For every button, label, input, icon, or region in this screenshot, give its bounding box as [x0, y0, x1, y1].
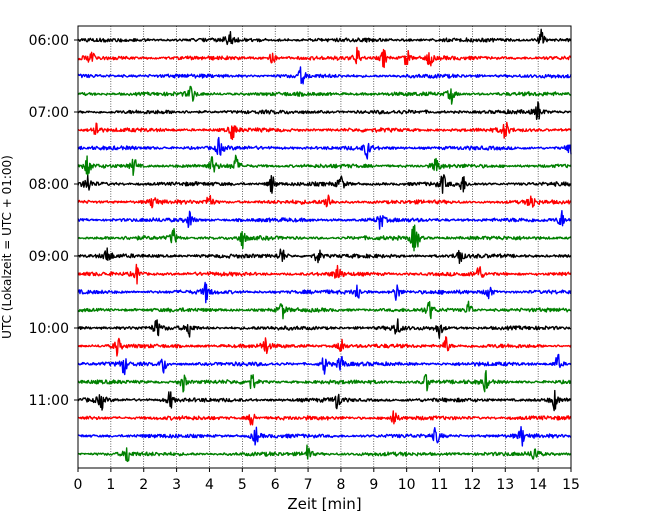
- seismogram-trace: [77, 263, 572, 285]
- x-tick-label: 1: [106, 477, 115, 493]
- x-tick-label: 10: [398, 477, 416, 493]
- seismogram-trace: [77, 28, 572, 46]
- grid-lines: [110, 26, 539, 468]
- x-tick-label: 6: [271, 477, 280, 493]
- seismogram-trace: [77, 136, 572, 160]
- seismogram-trace: [77, 353, 572, 376]
- x-tick-label: 2: [139, 477, 148, 493]
- x-tick-label: 4: [205, 477, 214, 493]
- seismogram-trace: [77, 410, 572, 426]
- y-axis-ticks: 06:00 07:00 08:00 09:00 10:00 11:00: [29, 33, 78, 409]
- y-tick-label: 11:00: [29, 393, 69, 409]
- x-axis-title: Zeit [min]: [287, 495, 361, 513]
- seismogram-trace: [77, 247, 572, 264]
- y-tick-label: 08:00: [29, 177, 69, 193]
- seismogram-trace: [77, 46, 572, 69]
- seismogram-trace: [77, 174, 572, 194]
- seismogram-trace: [77, 336, 572, 357]
- y-tick-label: 07:00: [29, 105, 69, 121]
- x-tick-label: 15: [562, 477, 580, 493]
- y-axis-title: UTC (Lokalzeit = UTC + 01:00): [0, 155, 14, 339]
- seismogram-trace: [77, 209, 572, 230]
- x-tick-label: 8: [336, 477, 345, 493]
- y-tick-label: 09:00: [29, 249, 69, 265]
- y-tick-label: 06:00: [29, 33, 69, 49]
- x-tick-label: 14: [529, 477, 547, 493]
- plot-frame: [77, 25, 572, 469]
- x-tick-label: 5: [238, 477, 247, 493]
- x-tick-label: 9: [369, 477, 378, 493]
- seismogram-trace: [77, 281, 572, 304]
- seismogram-trace: [77, 154, 572, 177]
- x-tick-label: 0: [74, 477, 83, 493]
- seismogram-trace: [77, 121, 572, 141]
- seismogram-trace: [77, 318, 572, 339]
- seismogram-trace: [77, 101, 572, 121]
- y-tick-label: 10:00: [29, 321, 69, 337]
- seismogram-trace: [77, 66, 572, 85]
- x-tick-label: 12: [463, 477, 481, 493]
- seismogram-trace: [77, 389, 572, 412]
- seismogram-trace: [77, 444, 572, 463]
- seismogram-trace: [77, 300, 572, 320]
- seismogram-trace: [77, 425, 572, 447]
- seismogram-trace: [77, 224, 572, 252]
- x-tick-label: 3: [172, 477, 181, 493]
- seismogram-traces: [77, 28, 572, 463]
- seismogram-trace: [77, 370, 572, 393]
- x-axis-ticks: 0 1 2 3 4 5 6 7 8 9 10 11 12 13 14 15: [74, 468, 580, 493]
- x-tick-label: 11: [431, 477, 449, 493]
- x-tick-label: 7: [304, 477, 313, 493]
- seismogram-trace: [77, 85, 572, 105]
- x-tick-label: 13: [496, 477, 514, 493]
- seismogram-trace: [77, 194, 572, 209]
